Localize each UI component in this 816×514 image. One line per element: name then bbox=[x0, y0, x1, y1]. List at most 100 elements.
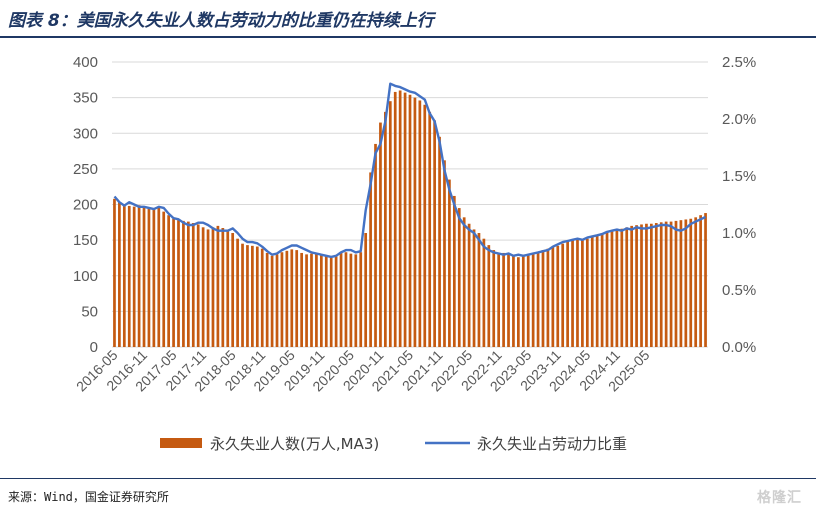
bar bbox=[669, 221, 673, 347]
bar bbox=[502, 252, 505, 347]
bar bbox=[566, 241, 569, 347]
bar bbox=[122, 204, 126, 347]
bar bbox=[246, 245, 249, 347]
bar bbox=[374, 143, 377, 347]
bar bbox=[295, 250, 299, 347]
bar bbox=[561, 243, 565, 347]
bar bbox=[379, 122, 382, 347]
bar bbox=[605, 231, 609, 347]
bar bbox=[684, 219, 688, 347]
bar bbox=[590, 236, 594, 347]
bar bbox=[512, 255, 515, 347]
bar bbox=[694, 217, 698, 347]
bar bbox=[497, 252, 501, 347]
bar bbox=[689, 218, 693, 347]
bar bbox=[403, 92, 407, 347]
bar bbox=[157, 206, 161, 347]
bar bbox=[206, 229, 210, 347]
bar bbox=[280, 252, 284, 347]
bar bbox=[433, 120, 436, 347]
bar bbox=[699, 215, 702, 347]
bar bbox=[630, 225, 634, 347]
bar bbox=[182, 220, 185, 347]
bar bbox=[585, 238, 589, 347]
legend-label-line: 永久失业占劳动力比重 bbox=[477, 435, 627, 453]
bar bbox=[132, 206, 136, 347]
bar bbox=[142, 206, 146, 347]
bar-series bbox=[113, 90, 707, 348]
legend-swatch-bars bbox=[160, 438, 202, 448]
bar bbox=[398, 90, 402, 347]
bar bbox=[659, 222, 663, 347]
y2-tick-label: 0.0% bbox=[722, 339, 756, 356]
x-axis-ticks: 2016-052016-112017-052017-112018-052018-… bbox=[73, 347, 653, 395]
bar bbox=[260, 248, 264, 347]
bar bbox=[492, 250, 496, 347]
bar bbox=[393, 91, 397, 347]
bar bbox=[226, 230, 230, 347]
bar bbox=[359, 252, 363, 347]
bar bbox=[354, 254, 358, 347]
ratio-line bbox=[113, 82, 707, 259]
bar bbox=[507, 252, 510, 347]
bar bbox=[517, 257, 520, 347]
bar bbox=[300, 252, 303, 347]
y-tick-label: 50 bbox=[81, 303, 98, 320]
bar bbox=[556, 245, 560, 347]
bar bbox=[221, 228, 225, 347]
bar bbox=[581, 240, 584, 347]
bar bbox=[172, 218, 175, 347]
bar bbox=[177, 220, 180, 347]
bar bbox=[329, 257, 333, 347]
y2-tick-label: 1.0% bbox=[722, 225, 756, 242]
right-axis-ticks: 0.0% 0.5% 1.0% 1.5% 2.0% 2.5% bbox=[722, 54, 756, 356]
bar bbox=[364, 233, 368, 347]
source-note: 来源：Wind，国金证券研究所 bbox=[8, 490, 169, 504]
bar bbox=[147, 207, 151, 347]
bar bbox=[162, 211, 166, 347]
bar bbox=[241, 243, 244, 347]
bar bbox=[482, 238, 486, 347]
bar bbox=[152, 208, 156, 347]
legend: 永久失业人数(万人,MA3) 永久失业占劳动力比重 bbox=[160, 435, 627, 453]
bar bbox=[265, 252, 269, 347]
y-tick-label: 350 bbox=[73, 90, 98, 107]
bar bbox=[290, 249, 294, 347]
bar bbox=[541, 250, 545, 347]
bar bbox=[310, 253, 313, 347]
bar bbox=[428, 111, 432, 347]
y-tick-label: 100 bbox=[73, 268, 98, 285]
bar bbox=[216, 225, 220, 347]
bar bbox=[211, 227, 215, 347]
bar bbox=[167, 215, 170, 347]
left-axis-ticks: 0 50 100 150 200 250 300 350 400 bbox=[73, 54, 98, 356]
bar bbox=[654, 223, 658, 347]
bar bbox=[650, 223, 653, 347]
bar bbox=[487, 245, 491, 347]
bar bbox=[270, 255, 274, 347]
bar bbox=[315, 252, 318, 347]
y2-tick-label: 2.5% bbox=[722, 54, 756, 71]
footer-rule bbox=[0, 478, 816, 479]
bar bbox=[231, 233, 235, 347]
bar bbox=[462, 217, 466, 347]
bar bbox=[526, 254, 530, 347]
y2-tick-label: 2.0% bbox=[722, 111, 756, 128]
bar bbox=[305, 254, 308, 347]
bar bbox=[388, 101, 392, 347]
legend-label-bars: 永久失业人数(万人,MA3) bbox=[210, 435, 379, 453]
bar bbox=[531, 252, 535, 347]
bar bbox=[620, 228, 624, 347]
bar bbox=[467, 223, 471, 347]
bar bbox=[635, 225, 638, 347]
bar bbox=[413, 97, 417, 347]
bar bbox=[324, 256, 328, 347]
bar bbox=[137, 205, 141, 347]
bar bbox=[319, 254, 323, 347]
y-tick-label: 150 bbox=[73, 232, 98, 249]
bar bbox=[423, 104, 427, 347]
bar bbox=[339, 252, 343, 347]
bar bbox=[334, 256, 338, 347]
y-tick-label: 300 bbox=[73, 125, 98, 142]
bar bbox=[118, 202, 121, 347]
